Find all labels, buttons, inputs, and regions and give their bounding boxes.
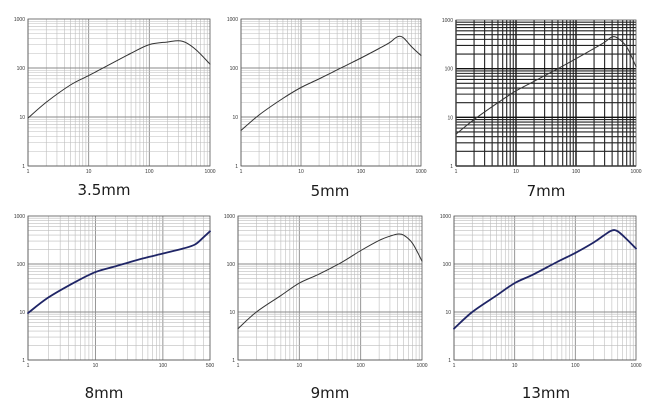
- y-tick-label: 1000: [224, 214, 235, 220]
- x-tick-label: 1000: [204, 169, 215, 175]
- x-tick-label: 1: [27, 363, 30, 369]
- y-tick-label: 100: [17, 66, 26, 72]
- y-tick-label: 1: [22, 164, 25, 170]
- y-tick-label: 100: [443, 262, 452, 268]
- y-tick-label: 1000: [14, 214, 25, 220]
- y-tick-label: 1000: [440, 214, 451, 220]
- x-tick-label: 10: [93, 363, 99, 369]
- x-tick-label: 100: [357, 169, 366, 175]
- series-line: [455, 36, 637, 135]
- plot-frame: [27, 215, 211, 361]
- chart-title-8mm: 8mm: [84, 384, 124, 402]
- plot-frame: [455, 19, 637, 167]
- y-tick-label: 1000: [442, 18, 453, 24]
- y-tick-label: 1: [235, 164, 238, 170]
- x-tick-label: 1000: [415, 169, 426, 175]
- y-tick-label: 10: [232, 115, 238, 121]
- y-tick-label: 10: [445, 310, 451, 316]
- chart-title-3-5mm: 3.5mm: [77, 181, 131, 199]
- x-tick-label: 10: [513, 169, 519, 175]
- plot-frame: [240, 18, 422, 167]
- log-log-chart-8mm: 1 10 100 500 1 10 100 1000: [14, 214, 215, 369]
- x-tick-label: 10: [86, 169, 92, 175]
- y-tick-label: 10: [229, 310, 235, 316]
- y-tick-label: 1: [448, 358, 451, 364]
- series-line: [240, 35, 422, 132]
- x-tick-label: 1: [240, 169, 243, 175]
- log-log-chart-9mm: 1 10 100 1000 1 10 100 1000: [224, 214, 428, 369]
- y-tick-label: 100: [230, 66, 239, 72]
- x-tick-label: 10: [512, 363, 518, 369]
- plot-frame: [27, 18, 211, 167]
- y-tick-label: 1000: [14, 17, 25, 23]
- x-tick-label: 100: [159, 363, 168, 369]
- y-tick-label: 100: [227, 262, 236, 268]
- x-tick-label: 1: [237, 363, 240, 369]
- x-tick-label: 10: [297, 363, 303, 369]
- chart-panel-9mm: 1 10 100 1000 1 10 100 1000 9mm: [224, 214, 428, 402]
- series-line: [27, 40, 211, 119]
- series-line: [27, 230, 211, 314]
- chart-panel-5mm: 1 10 100 1000 1 10 100 1000 5mm: [0, 0, 440, 207]
- plot-frame: [237, 215, 423, 361]
- x-tick-label: 1: [27, 169, 30, 175]
- plot-frame: [453, 215, 637, 361]
- x-tick-label: 100: [356, 363, 365, 369]
- chart-panel-8mm: 1 10 100 500 1 10 100 1000 8mm: [0, 0, 220, 414]
- chart-title-7mm: 7mm: [526, 182, 566, 200]
- chart-title-13mm: 13mm: [521, 384, 571, 402]
- y-tick-label: 1: [232, 358, 235, 364]
- chart-title-9mm: 9mm: [310, 384, 350, 402]
- x-tick-label: 1000: [630, 169, 641, 175]
- y-tick-label: 1000: [227, 17, 238, 23]
- y-tick-label: 100: [445, 67, 454, 73]
- x-tick-label: 10: [298, 169, 304, 175]
- x-tick-label: 500: [206, 363, 215, 369]
- x-tick-label: 1000: [630, 363, 641, 369]
- series-line: [453, 229, 637, 330]
- y-tick-label: 1: [450, 164, 453, 170]
- log-log-chart-3-5mm: 1 10 100 1000 1 10 100 1000: [14, 17, 216, 175]
- y-tick-label: 1: [22, 358, 25, 364]
- y-tick-label: 10: [19, 310, 25, 316]
- x-tick-label: 1000: [416, 363, 427, 369]
- x-tick-label: 1: [455, 169, 458, 175]
- y-tick-label: 100: [17, 262, 26, 268]
- chart-panel-3-5mm: 1 10 100 1000 1 10 100 1000 3.5mm: [0, 0, 220, 207]
- x-tick-label: 100: [145, 169, 154, 175]
- y-tick-label: 10: [447, 115, 453, 121]
- chart-title-5mm: 5mm: [310, 182, 350, 200]
- x-tick-label: 1: [453, 363, 456, 369]
- series-line: [237, 233, 423, 330]
- log-log-chart-7mm: 1 10 100 1000 1 10 100 1000: [442, 18, 642, 175]
- y-tick-label: 10: [19, 115, 25, 121]
- x-tick-label: 100: [572, 169, 581, 175]
- chart-panel-7mm: 1 10 100 1000 1 10 100 1000 7mm: [442, 18, 642, 200]
- log-log-chart-5mm: 1 10 100 1000 1 10 100 1000: [227, 17, 427, 175]
- x-tick-label: 100: [571, 363, 580, 369]
